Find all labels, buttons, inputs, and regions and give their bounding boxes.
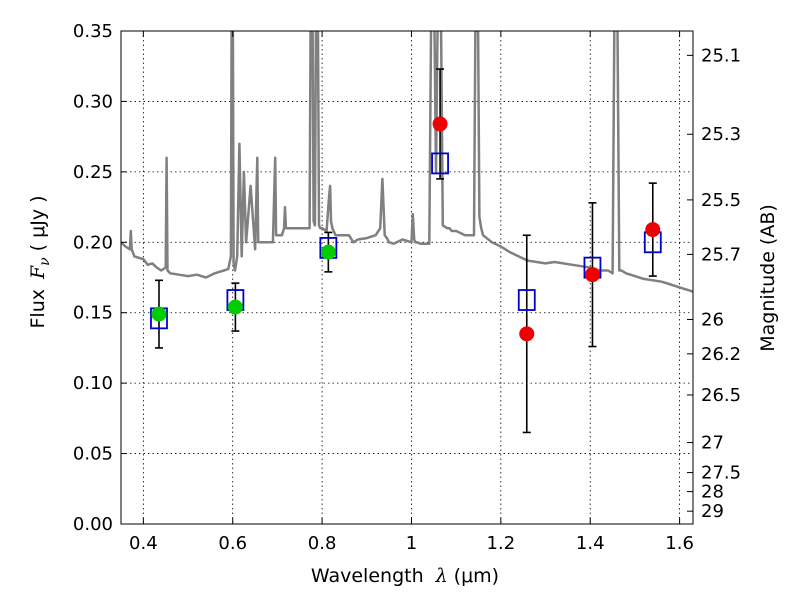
y2-tick-label: 27.5 bbox=[701, 463, 741, 484]
x-tick-label: 0.6 bbox=[218, 533, 247, 554]
y2-tick-label: 26.5 bbox=[701, 385, 741, 406]
y-axis-title: FluxFν( μJy ) bbox=[27, 195, 53, 328]
plot-area bbox=[121, 31, 693, 434]
x-tick-label: 1.6 bbox=[665, 533, 694, 554]
observed-flux-point bbox=[227, 299, 243, 315]
observed-flux-point bbox=[432, 116, 448, 132]
x-axis-title: Wavelength λ (μm) bbox=[311, 565, 499, 587]
x-tick-label: 1 bbox=[406, 533, 417, 554]
observed-flux-point bbox=[519, 326, 535, 342]
observed-flux-point bbox=[584, 267, 600, 283]
y-tick-label: 0.10 bbox=[73, 373, 113, 394]
y-tick-label: 0.35 bbox=[73, 21, 113, 42]
y2-tick-label: 27 bbox=[701, 433, 724, 454]
x-tick-label: 0.8 bbox=[308, 533, 337, 554]
grid-lines bbox=[121, 31, 693, 524]
model-spectrum-line bbox=[121, 31, 693, 293]
y2-axis-title: Magnitude (AB) bbox=[757, 204, 779, 352]
y-tick-label: 0.15 bbox=[73, 303, 113, 324]
y2-tick-label: 26.2 bbox=[701, 344, 741, 365]
plot-frame bbox=[120, 30, 694, 525]
observed-flux-point bbox=[320, 244, 336, 260]
y-tick-label: 0.25 bbox=[73, 162, 113, 183]
y2-tick-label: 25.3 bbox=[701, 124, 741, 145]
y-tick-label: 0.00 bbox=[73, 514, 113, 535]
x-tick-label: 1.4 bbox=[576, 533, 605, 554]
observed-flux-point bbox=[151, 306, 167, 322]
observed-flux-point bbox=[645, 222, 661, 238]
y-tick-label: 0.30 bbox=[73, 91, 113, 112]
axis-ticks bbox=[121, 30, 693, 525]
y-tick-labels: 0.00 0.05 0.10 0.15 0.20 0.25 0.30 0.35 bbox=[73, 21, 113, 535]
x-tick-label: 1.2 bbox=[487, 533, 516, 554]
y2-tick-label: 25.5 bbox=[701, 190, 741, 211]
model-photometry-square bbox=[517, 289, 536, 311]
y2-tick-label: 25.7 bbox=[701, 244, 741, 265]
y-tick-label: 0.05 bbox=[73, 444, 113, 465]
y2-tick-label: 28 bbox=[701, 482, 724, 503]
observed-flux-markers bbox=[151, 116, 661, 342]
y2-tick-label: 25.1 bbox=[701, 45, 741, 66]
x-tick-labels: 0.4 0.6 0.8 1 1.2 1.4 1.6 bbox=[129, 533, 694, 554]
y2-tick-label: 26 bbox=[701, 309, 724, 330]
model-photometry-square bbox=[431, 152, 449, 175]
y2-tick-label: 29 bbox=[701, 501, 724, 522]
y-tick-label: 0.20 bbox=[73, 232, 113, 253]
x-tick-label: 0.4 bbox=[129, 533, 158, 554]
